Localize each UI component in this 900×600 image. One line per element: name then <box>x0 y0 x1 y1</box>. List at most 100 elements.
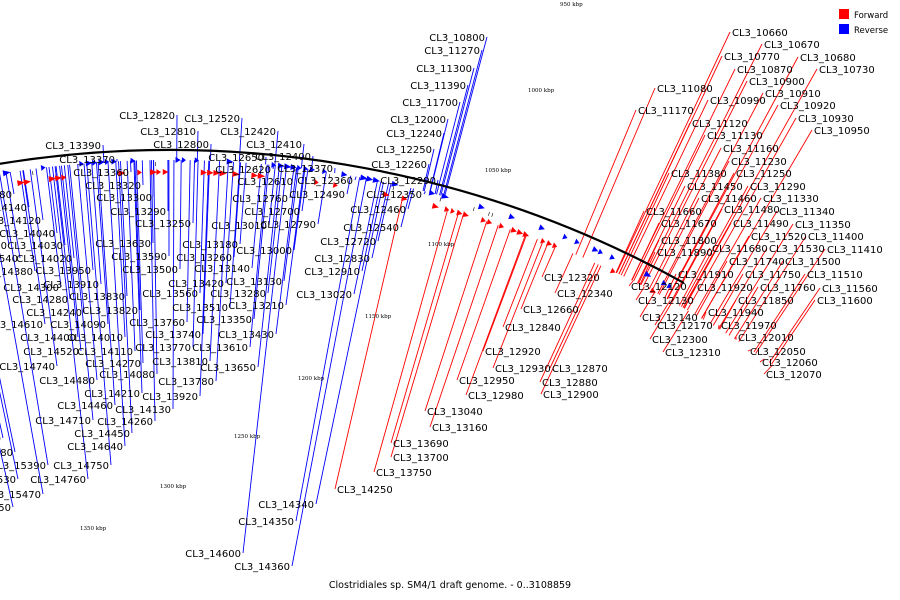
gene-callout-line <box>253 164 270 320</box>
gene-label: CL3_13760 <box>129 318 185 329</box>
gene-label: CL3_13610 <box>192 343 248 354</box>
reverse-gene-arrow <box>271 161 277 168</box>
gene-label: CL3_13010 <box>211 221 267 232</box>
forward-gene-arrow <box>332 181 338 188</box>
forward-legend-label: Forward <box>854 11 888 21</box>
gene-label: CL3_14090 <box>50 320 106 331</box>
gene-label: CL3_12840 <box>505 323 561 334</box>
gene-label: CL3_11910 <box>678 270 734 281</box>
gene-callout-line <box>91 162 102 285</box>
gene-label: CL3_12400 <box>255 152 311 163</box>
gene-label: CL3_12800 <box>153 140 209 151</box>
gene-callout-line <box>192 160 195 224</box>
gene-label: CL3_11250 <box>736 169 792 180</box>
gene-label: CL3_14580 <box>0 241 7 252</box>
gene-label: CL3_12820 <box>119 111 175 122</box>
gene-label: CL3_13250 <box>135 219 191 230</box>
gene-label: CL3_13390 <box>45 141 101 152</box>
gene-callout-line <box>465 234 526 396</box>
gene-label: CL3_11660 <box>646 207 702 218</box>
gene-label: CL3_12070 <box>766 370 822 381</box>
gene-label: CL3_11970 <box>721 321 777 332</box>
gene-callout-line <box>639 291 656 318</box>
gene-callout-line <box>442 49 483 197</box>
tick-mark <box>439 197 442 202</box>
gene-callout-line <box>709 210 778 324</box>
gene-label: CL3_14600 <box>185 549 241 560</box>
reverse-gene-arrow <box>104 159 110 166</box>
forward-gene-arrow <box>156 169 162 176</box>
gene-callout-line <box>712 273 744 326</box>
tick-mark <box>488 211 490 216</box>
gene-label: CL3_12250 <box>376 145 432 156</box>
reverse-gene-arrow <box>226 158 234 165</box>
gene-label: CL3_11510 <box>807 270 863 281</box>
gene-label: CL3_14270 <box>85 359 141 370</box>
forward-gene-arrow <box>431 202 439 209</box>
gene-label: CL3_14300 <box>3 283 59 294</box>
gene-label: CL3_15540 <box>0 434 1 445</box>
gene-label: CL3_12130 <box>638 296 694 307</box>
gene-callout-line <box>0 391 19 480</box>
gene-label: CL3_13180 <box>182 240 238 251</box>
gene-label: CL3_12350 <box>366 190 422 201</box>
reverse-gene-arrow <box>303 165 309 172</box>
forward-gene-arrow <box>118 170 126 177</box>
gene-label: CL3_14380 <box>0 267 33 278</box>
forward-gene-arrow <box>257 172 266 179</box>
gene-label: CL3_12810 <box>140 127 196 138</box>
gene-callout-line <box>429 225 499 428</box>
gene-callout-line <box>196 130 199 161</box>
gene-callout-line <box>210 143 212 161</box>
gene-callout-line <box>684 286 696 309</box>
gene-callout-line <box>126 160 136 352</box>
gene-label: CL3_11230 <box>731 157 787 168</box>
reverse-gene-arrow <box>194 157 199 164</box>
gene-label: CL3_11700 <box>402 98 458 109</box>
gene-label: CL3_11920 <box>697 283 753 294</box>
reverse-gene-arrow <box>359 174 368 181</box>
gene-callout-line <box>615 210 645 273</box>
gene-label: CL3_12340 <box>557 289 613 300</box>
gene-callout-line <box>301 169 309 212</box>
gene-label: CL3_13910 <box>43 280 99 291</box>
gene-labels: CL3_10800 CL3_11270 CL3_11300 CL3_11390 CL3_… <box>0 28 883 573</box>
gene-callout-line <box>225 161 234 284</box>
gene-callout-line <box>554 253 574 294</box>
reverse-gene-arrow <box>277 162 285 169</box>
reverse-legend-swatch <box>839 24 849 34</box>
gene-label: CL3_12360 <box>297 176 353 187</box>
gene-label: CL3_14120 <box>0 216 41 227</box>
gene-label: CL3_14240 <box>26 308 82 319</box>
gene-callout-line <box>640 43 763 286</box>
kbp-tick-marks: 950 kbp 1000 kbp 1050 kbp 1100 kbp 1150 kbp 1… <box>32 2 583 532</box>
gene-callout-line <box>540 265 602 395</box>
gene-label: CL3_14610 <box>0 320 43 331</box>
gene-callout-line <box>46 167 62 288</box>
gene-callout-line <box>637 185 686 284</box>
gene-label: CL3_11560 <box>822 284 878 295</box>
gene-callout-line <box>686 117 797 311</box>
gene-label: CL3_13740 <box>145 330 201 341</box>
gene-callout-line <box>628 280 634 287</box>
gene-label: CL3_14180 <box>0 190 12 201</box>
forward-gene-arrow <box>456 209 463 216</box>
tick-mark <box>32 171 34 176</box>
gene-callout-line <box>648 147 722 290</box>
gene-label: CL3_12880 <box>542 378 598 389</box>
reverse-gene-arrow <box>111 158 117 165</box>
reverse-gene-arrow <box>366 175 374 182</box>
gene-label: CL3_12540 <box>343 223 399 234</box>
gene-callout-line <box>118 161 133 434</box>
gene-label: CL3_11530 <box>769 244 825 255</box>
gene-callout-line <box>202 160 211 335</box>
gene-label: CL3_11270 <box>424 46 480 57</box>
gene-label: CL3_14400 <box>20 333 76 344</box>
gene-callout-line <box>77 164 98 381</box>
gene-label: CL3_15390 <box>0 461 46 472</box>
kbp-tick-label: 1200 kbp <box>298 376 325 382</box>
gene-label: CL3_13300 <box>96 193 152 204</box>
gene-label: CL3_12900 <box>543 390 599 401</box>
gene-callout-line <box>268 165 276 226</box>
gene-callout-line <box>658 160 730 295</box>
